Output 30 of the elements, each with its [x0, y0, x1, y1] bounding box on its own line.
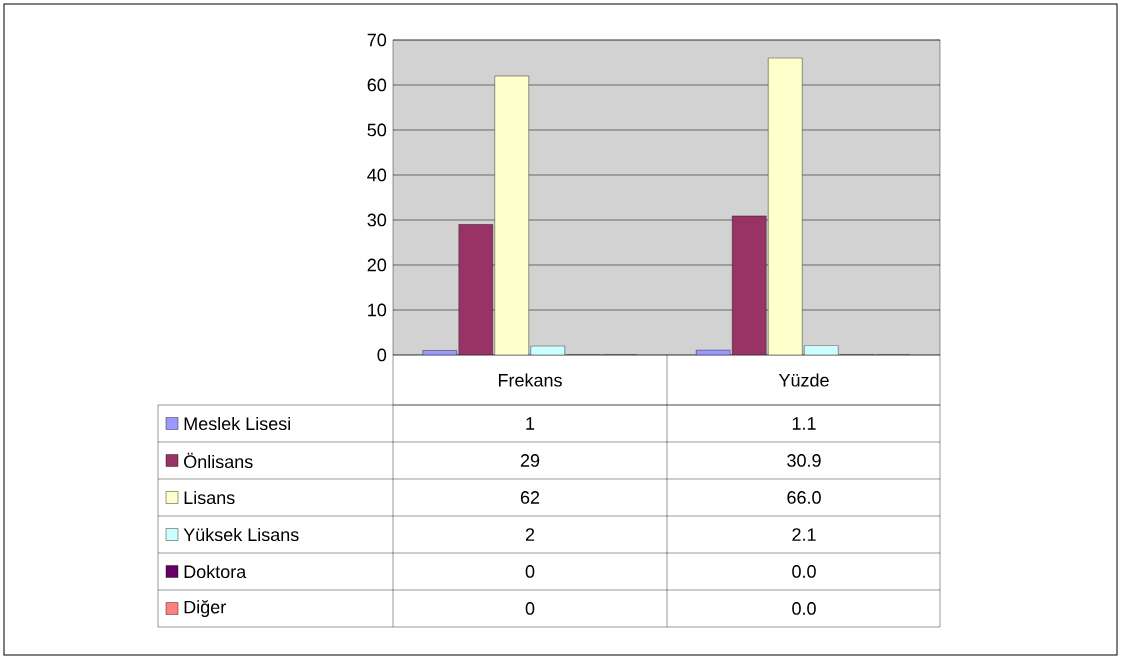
data-label: 1 [526, 417, 535, 430]
y-tick-label: 30 [367, 213, 387, 227]
bar [458, 224, 493, 355]
y-tick-label: 0 [377, 348, 387, 362]
data-label: 0 [525, 602, 535, 615]
legend-label: Meslek Lisesi [184, 416, 290, 431]
data-label: 62 [520, 491, 540, 504]
legend-label: Lisans [184, 490, 235, 505]
data-label: 0 [525, 565, 535, 578]
data-label: 29 [520, 454, 540, 467]
bar [732, 215, 767, 355]
y-tick-label: 10 [368, 303, 387, 317]
y-tick-label: 50 [367, 123, 387, 137]
legend-label: Diğer [184, 600, 226, 617]
data-label: 2.1 [792, 528, 816, 541]
data-label: 2 [525, 528, 535, 541]
data-label: 0.0 [792, 565, 816, 578]
data-label: 30.9 [787, 454, 821, 467]
legend-label: Önlisans [184, 452, 253, 469]
legend-label: Yüksek Lisans [183, 527, 299, 542]
y-tick-label: 70 [367, 33, 387, 47]
x-tick-label: Yüzde [778, 373, 829, 387]
data-label: 1.1 [792, 417, 816, 430]
data-label: 66.0 [787, 491, 821, 504]
y-tick-label: 20 [367, 258, 387, 272]
legend-label: Doktora [184, 564, 247, 579]
y-tick-label: 60 [367, 78, 387, 92]
data-label: 0.0 [792, 602, 816, 615]
y-tick-label: 40 [367, 168, 387, 182]
x-tick-label: Frekans [498, 373, 562, 387]
